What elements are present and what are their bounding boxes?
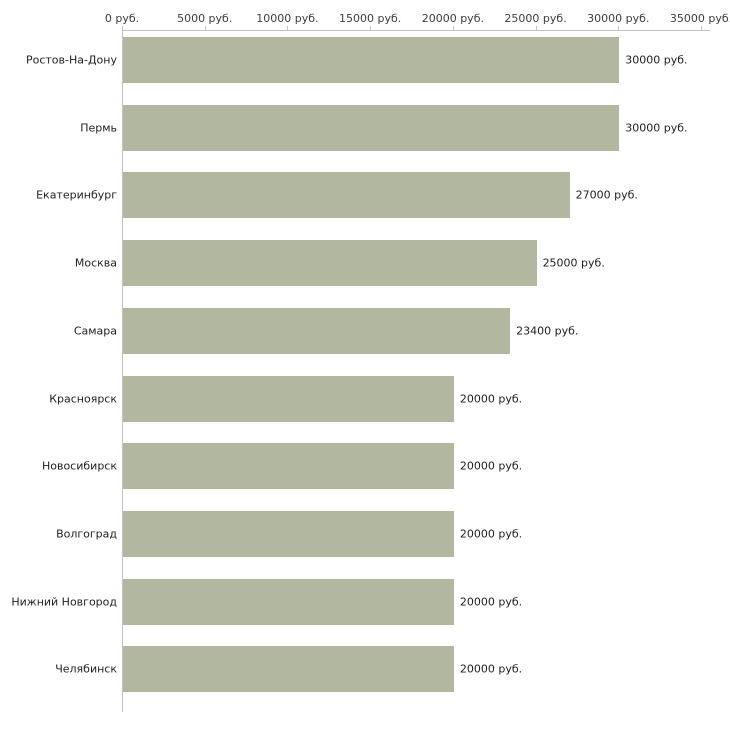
category-label: Ростов-На-Дону: [25, 53, 117, 67]
category-label: Волгоград: [56, 527, 117, 541]
x-tick-label: 20000 руб.: [421, 12, 484, 25]
x-tick-mark: [204, 26, 206, 30]
value-label: 30000 руб.: [625, 121, 688, 135]
bar: [123, 104, 620, 151]
value-label: 23400 руб.: [516, 324, 579, 338]
x-tick-mark: [618, 26, 620, 30]
x-tick-mark: [287, 26, 289, 30]
bar: [123, 510, 454, 557]
category-label: Челябинск: [55, 662, 117, 676]
bar: [123, 37, 620, 83]
x-tick-label: 10000 руб.: [256, 12, 319, 25]
bar: [123, 646, 454, 693]
category-label: Москва: [74, 256, 117, 270]
category-label: Екатеринбург: [36, 188, 117, 202]
x-tick-mark: [701, 26, 702, 30]
value-label: 20000 руб.: [459, 392, 523, 405]
value-label: 20000 руб.: [459, 527, 523, 541]
bar: [123, 375, 454, 422]
bar: [123, 240, 537, 287]
x-tick-label: 0 руб.: [104, 12, 140, 25]
bar: [123, 443, 454, 490]
x-tick-mark: [370, 26, 372, 30]
value-label: 20000 руб.: [459, 662, 523, 676]
x-tick-mark: [452, 26, 454, 30]
x-tick-label: 35000 руб.: [669, 12, 730, 25]
value-label: 20000 руб.: [459, 595, 523, 609]
bar: [123, 172, 570, 219]
category-label: Самара: [73, 324, 117, 338]
category-label: Нижний Новгород: [11, 595, 117, 609]
category-label: Пермь: [80, 121, 117, 135]
x-axis-line: [122, 30, 710, 31]
bar: [123, 307, 511, 354]
value-label: 20000 руб.: [459, 459, 523, 473]
category-label: Новосибирск: [41, 459, 117, 473]
x-tick-label: 30000 руб.: [587, 12, 650, 25]
x-tick-label: 15000 руб.: [339, 12, 402, 25]
x-tick-label: 25000 руб.: [504, 12, 567, 25]
x-tick-label: 5000 руб.: [177, 12, 233, 25]
x-tick-mark: [535, 26, 537, 30]
value-label: 27000 руб.: [575, 188, 638, 202]
category-label: Красноярск: [49, 392, 117, 405]
bar: [123, 578, 454, 625]
value-label: 25000 руб.: [542, 256, 605, 270]
value-label: 30000 руб.: [625, 53, 688, 67]
y-axis-line: [122, 30, 123, 712]
x-tick-mark: [122, 26, 123, 30]
